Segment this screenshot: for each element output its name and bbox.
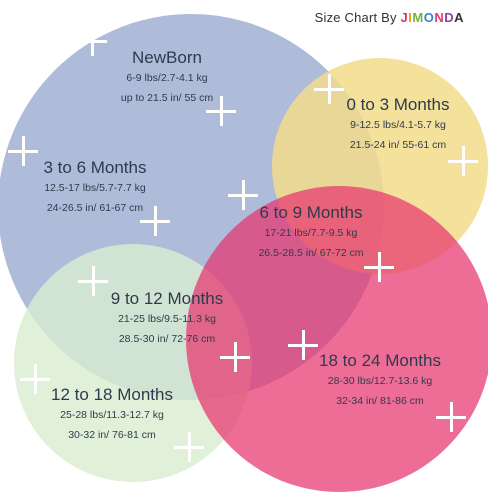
size-length: 32-34 in/ 81-86 cm [336,395,424,407]
size-label: 18 to 24 Months [319,351,441,370]
size-length: 24-26.5 in/ 61-67 cm [46,202,144,214]
size-length: 26.5-28.5 in/ 67-72 cm [258,247,364,259]
plus-icon [174,432,204,462]
size-weight: 21-25 lbs/9.5-11.3 kg [118,313,216,325]
pink-circle [186,186,488,492]
brand-logo: JIMONDA [400,10,464,25]
plus-icon [288,330,318,360]
size-label: 12 to 18 Months [51,385,173,404]
size-length: up to 21.5 in/ 55 cm [120,92,214,104]
size-weight: 28-30 lbs/12.7-13.6 kg [327,375,433,387]
size-3-6-months: 3 to 6 Months 12.5-17 lbs/5.7-7.7 kg 24-… [10,158,180,218]
chart-title: Size Chart By JIMONDA [315,10,464,25]
size-weight: 17-21 lbs/7.7-9.5 kg [264,227,358,239]
plus-icon [140,206,170,236]
plus-icon [228,180,258,210]
plus-icon [448,146,478,176]
size-label: 0 to 3 Months [346,95,450,114]
size-label: NewBorn [132,48,202,67]
size-weight: 12.5-17 lbs/5.7-7.7 kg [44,182,146,194]
size-0-3-months: 0 to 3 Months 9-12.5 lbs/4.1-5.7 kg 21.5… [318,95,478,155]
size-length: 21.5-24 in/ 55-61 cm [349,139,447,151]
plus-icon [314,74,344,104]
plus-icon [220,342,250,372]
size-weight: 6-9 lbs/2.7-4.1 kg [126,72,208,84]
size-18-24-months: 18 to 24 Months 28-30 lbs/12.7-13.6 kg 3… [290,351,470,411]
plus-icon [78,266,108,296]
size-12-18-months: 12 to 18 Months 25-28 lbs/11.3-12.7 kg 3… [12,385,212,445]
plus-icon [436,402,466,432]
plus-icon [20,364,50,394]
size-length: 28.5-30 in/ 72-76 cm [118,333,216,345]
plus-icon [77,26,107,56]
plus-icon [8,136,38,166]
size-weight: 25-28 lbs/11.3-12.7 kg [60,409,164,421]
size-label: 6 to 9 Months [259,203,363,222]
title-text: Size Chart By [314,10,397,25]
size-weight: 9-12.5 lbs/4.1-5.7 kg [350,119,446,131]
size-length: 30-32 in/ 76-81 cm [68,429,156,441]
size-label: 9 to 12 Months [110,289,224,308]
size-newborn: NewBorn 6-9 lbs/2.7-4.1 kg up to 21.5 in… [92,48,242,108]
size-9-12-months: 9 to 12 Months 21-25 lbs/9.5-11.3 kg 28.… [82,289,252,349]
size-6-9-months: 6 to 9 Months 17-21 lbs/7.7-9.5 kg 26.5-… [226,203,396,263]
size-label: 3 to 6 Months [43,158,147,177]
plus-icon [206,96,236,126]
plus-icon [364,252,394,282]
